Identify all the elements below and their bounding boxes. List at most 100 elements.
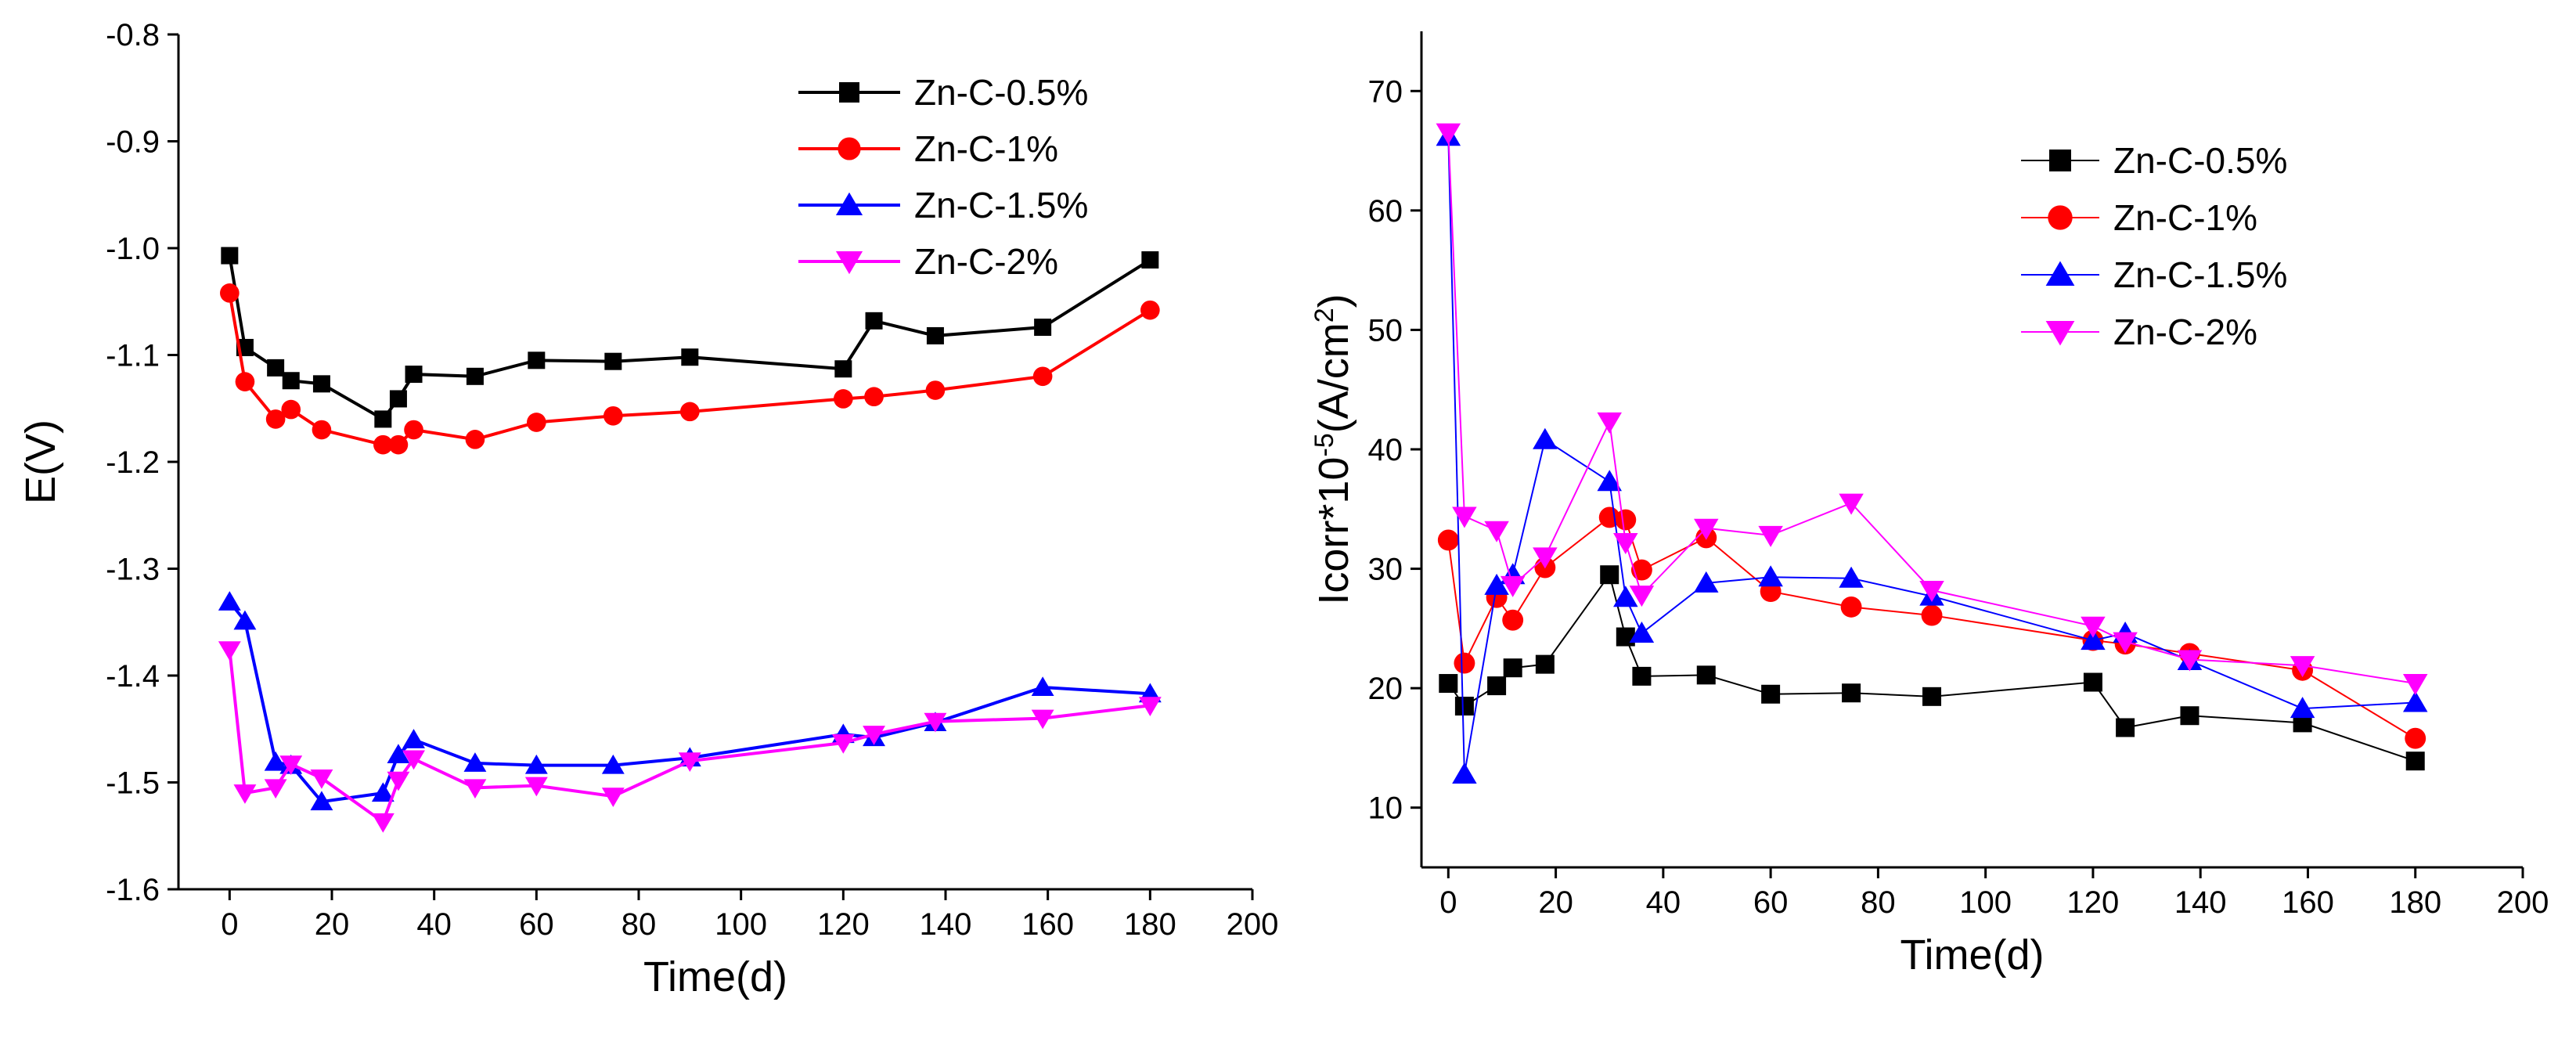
left-data-point — [221, 247, 239, 265]
left-x-tick-label: 0 — [221, 907, 238, 942]
right-legend-label: Zn-C-0.5% — [2113, 140, 2287, 181]
left-data-point — [235, 372, 255, 391]
left-data-point — [524, 777, 548, 797]
right-series-zn-c-0-5 — [1439, 565, 2425, 771]
left-data-point — [925, 380, 946, 400]
left-data-point — [1032, 366, 1053, 387]
potential-chart: 0 20 40 60 80 100 120 140 160 180 200 -1.6 -1.5 -1.4 -… — [17, 18, 1278, 1000]
right-data-point — [1839, 493, 1864, 515]
right-data-point — [2405, 751, 2425, 771]
left-x-tick-label: 80 — [621, 907, 657, 942]
left-data-point — [1034, 319, 1052, 337]
right-y-axis-title-part: Icorr*10 — [1310, 457, 1357, 605]
left-data-point — [601, 754, 625, 774]
left-legend-item-zn-c-0-5: Zn-C-0.5% — [798, 72, 1088, 113]
left-x-tick-label: 120 — [817, 907, 870, 942]
right-data-point — [1842, 683, 1861, 703]
left-y-tick-label: -1.0 — [106, 232, 160, 266]
right-data-point — [1919, 581, 1944, 603]
left-x-tick-label: 140 — [920, 907, 972, 942]
left-y-tick-label: -1.6 — [106, 873, 160, 907]
right-legend-label: Zn-C-1% — [2113, 197, 2257, 238]
right-data-point — [1454, 697, 1474, 716]
left-data-point — [402, 729, 425, 748]
left-x-tick-label: 100 — [715, 907, 767, 942]
right-legend: Zn-C-0.5% Zn-C-1% Zn-C-1.5% Zn-C-2% — [2021, 140, 2287, 352]
left-data-point — [524, 754, 548, 774]
left-data-point — [465, 430, 485, 449]
left-data-point — [220, 283, 240, 303]
right-data-point — [1615, 509, 1637, 531]
left-data-point — [389, 390, 407, 408]
left-data-point — [371, 813, 395, 833]
current-density-chart: 0 20 40 60 80 100 120 140 160 180 200 10 20 30 40 50 60 7… — [1310, 31, 2549, 979]
left-data-point — [404, 420, 423, 440]
right-data-point — [1452, 506, 1477, 528]
left-data-point — [312, 420, 332, 440]
left-y-tick-label: -1.1 — [106, 339, 160, 373]
left-data-point — [310, 769, 333, 789]
left-legend-item-zn-c-1-5: Zn-C-1.5% — [798, 185, 1088, 225]
left-data-point — [281, 399, 301, 420]
right-data-point — [2177, 650, 2203, 672]
left-data-point — [1031, 709, 1054, 730]
left-legend-marker — [839, 82, 859, 103]
right-y-axis-title-part: (A/cm — [1310, 323, 1357, 433]
left-x-tick-label: 200 — [1227, 907, 1279, 942]
left-data-point — [233, 784, 257, 804]
left-x-tick-label: 20 — [315, 907, 350, 942]
left-data-point — [405, 366, 423, 384]
left-data-point — [678, 752, 701, 772]
left-data-point — [834, 389, 853, 409]
right-x-tick-label: 20 — [1538, 885, 1573, 920]
left-data-point — [218, 591, 241, 611]
left-data-point — [834, 360, 852, 378]
right-x-tick-label: 200 — [2497, 885, 2549, 920]
right-legend-label: Zn-C-2% — [2113, 312, 2257, 352]
right-y-tick-label: 40 — [1368, 433, 1403, 467]
left-data-point — [463, 779, 487, 799]
left-legend-item-zn-c-2: Zn-C-2% — [798, 241, 1058, 282]
right-data-point — [1632, 666, 1652, 686]
left-data-point — [387, 771, 410, 791]
right-x-tick-label: 160 — [2282, 885, 2334, 920]
right-data-point — [1613, 586, 1638, 607]
right-legend-item-zn-c-1-5: Zn-C-1.5% — [2021, 254, 2287, 295]
right-data-point — [2402, 690, 2428, 712]
left-data-point — [1141, 251, 1159, 269]
right-data-point — [1840, 596, 1862, 618]
right-data-point — [2180, 706, 2200, 726]
right-data-point — [1452, 762, 1477, 784]
left-data-point — [387, 744, 410, 764]
right-data-point — [1597, 470, 1622, 492]
left-legend-marker — [835, 251, 863, 275]
right-legend-marker — [2045, 321, 2075, 346]
left-data-point — [527, 413, 546, 432]
right-y-tick-label: 30 — [1368, 553, 1403, 587]
left-data-point — [463, 752, 487, 772]
right-data-point — [1629, 621, 1655, 643]
right-x-tick-label: 140 — [2174, 885, 2227, 920]
left-series-zn-c-1-5 — [218, 591, 1162, 811]
right-data-point — [1694, 571, 1719, 593]
right-y-axis-title: Icorr*10-5(A/cm2) — [1310, 294, 1357, 604]
left-data-point — [267, 359, 285, 377]
right-data-point — [1500, 575, 1526, 597]
right-data-point — [1439, 674, 1458, 694]
left-data-point — [1140, 300, 1160, 320]
left-data-point — [863, 726, 885, 745]
left-legend-marker — [838, 137, 861, 160]
right-x-tick-label: 60 — [1753, 885, 1789, 920]
left-series-zn-c-0-5 — [221, 247, 1159, 428]
right-y-tick-label: 10 — [1368, 791, 1403, 826]
left-data-point — [374, 410, 392, 428]
right-series-zn-c-2 — [1436, 123, 2428, 696]
right-legend-item-zn-c-2: Zn-C-2% — [2021, 312, 2257, 352]
left-legend: Zn-C-0.5% Zn-C-1% Zn-C-1.5% Zn-C-2% — [798, 72, 1088, 282]
right-data-point — [1921, 604, 1943, 626]
left-series-line-zn-c-1 — [228, 292, 1151, 447]
right-data-point — [1533, 547, 1558, 569]
right-y-tick-label: 60 — [1368, 194, 1403, 229]
left-y-tick-label: -1.4 — [106, 659, 160, 694]
right-data-point — [1487, 676, 1507, 696]
